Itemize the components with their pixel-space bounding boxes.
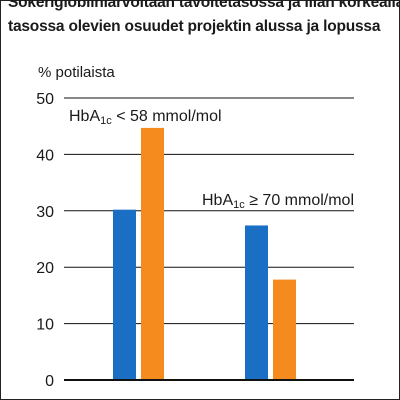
y-tick-label-20: 20 (36, 260, 54, 277)
chart-title: Sokeriglobiiniarvoltaan tavoitetasossa j… (8, 0, 400, 39)
y-tick-labels: 0 10 20 30 40 50 (36, 91, 54, 390)
y-tick-label-50: 50 (36, 91, 54, 108)
annotation-1: HbA1c < 58 mmol/mol (69, 108, 222, 127)
chart-title-line-2: tasossa olevien osuudet projektin alussa… (8, 18, 381, 35)
bar-series2-group1 (141, 127, 164, 380)
bar-series1-group2 (245, 225, 268, 380)
bar-series1-group1 (113, 209, 136, 380)
chart-title-line-1: Sokeriglobiiniarvoltaan tavoitetasossa j… (8, 0, 400, 11)
bar-series2-group2 (273, 279, 296, 380)
y-tick-label-30: 30 (36, 204, 54, 221)
gridlines (64, 97, 354, 325)
y-axis-label: % potilaista (38, 64, 115, 81)
annotation-2: HbA1c ≥ 70 mmol/mol (202, 192, 354, 211)
annotations: HbA1c < 58 mmol/mol HbA1c ≥ 70 mmol/mol (69, 108, 354, 211)
y-tick-label-40: 40 (36, 147, 54, 164)
y-tick-label-0: 0 (45, 373, 54, 390)
bars (113, 127, 296, 380)
y-tick-label-10: 10 (36, 317, 54, 334)
